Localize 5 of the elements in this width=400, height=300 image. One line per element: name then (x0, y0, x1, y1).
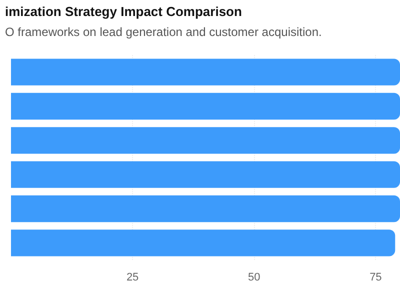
x-tick-label: 25 (126, 272, 139, 284)
x-tick-label: 50 (248, 272, 260, 284)
chart-subtitle: O frameworks on lead generation and customer acquisition. (5, 25, 322, 39)
x-tick-label: 75 (370, 272, 382, 284)
chart-title: imization Strategy Impact Comparison (5, 4, 242, 19)
